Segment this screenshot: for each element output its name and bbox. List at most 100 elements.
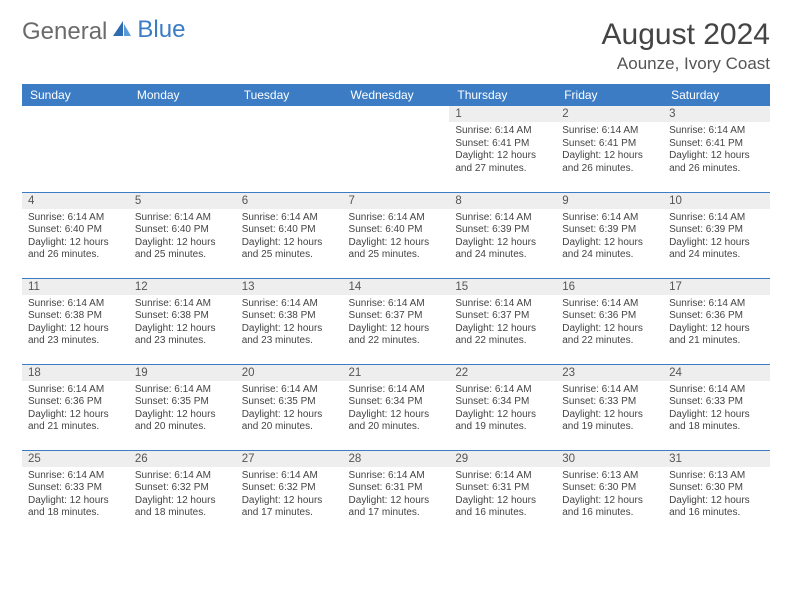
- day-body: Sunrise: 6:13 AMSunset: 6:30 PMDaylight:…: [556, 467, 663, 522]
- day-number: 5: [129, 193, 236, 209]
- title-block: August 2024 Aounze, Ivory Coast: [602, 18, 770, 74]
- day-header-tuesday: Tuesday: [236, 84, 343, 106]
- calendar-week: 25Sunrise: 6:14 AMSunset: 6:33 PMDayligh…: [22, 450, 770, 536]
- calendar-cell: 21Sunrise: 6:14 AMSunset: 6:34 PMDayligh…: [343, 364, 450, 450]
- day-number-empty: [236, 106, 343, 122]
- calendar-cell: 2Sunrise: 6:14 AMSunset: 6:41 PMDaylight…: [556, 106, 663, 192]
- day-number: 6: [236, 193, 343, 209]
- calendar-cell: 30Sunrise: 6:13 AMSunset: 6:30 PMDayligh…: [556, 450, 663, 536]
- location-label: Aounze, Ivory Coast: [602, 54, 770, 74]
- calendar-cell: 4Sunrise: 6:14 AMSunset: 6:40 PMDaylight…: [22, 192, 129, 278]
- day-header-saturday: Saturday: [663, 84, 770, 106]
- day-body: Sunrise: 6:14 AMSunset: 6:36 PMDaylight:…: [663, 295, 770, 350]
- calendar-week: 18Sunrise: 6:14 AMSunset: 6:36 PMDayligh…: [22, 364, 770, 450]
- day-body: Sunrise: 6:14 AMSunset: 6:32 PMDaylight:…: [236, 467, 343, 522]
- calendar-cell: 3Sunrise: 6:14 AMSunset: 6:41 PMDaylight…: [663, 106, 770, 192]
- day-header-sunday: Sunday: [22, 84, 129, 106]
- day-body: Sunrise: 6:14 AMSunset: 6:33 PMDaylight:…: [22, 467, 129, 522]
- calendar-cell: 31Sunrise: 6:13 AMSunset: 6:30 PMDayligh…: [663, 450, 770, 536]
- day-body: Sunrise: 6:14 AMSunset: 6:40 PMDaylight:…: [343, 209, 450, 264]
- day-number: 4: [22, 193, 129, 209]
- calendar-cell: 25Sunrise: 6:14 AMSunset: 6:33 PMDayligh…: [22, 450, 129, 536]
- day-number: 1: [449, 106, 556, 122]
- day-body: Sunrise: 6:14 AMSunset: 6:38 PMDaylight:…: [22, 295, 129, 350]
- day-body: Sunrise: 6:14 AMSunset: 6:32 PMDaylight:…: [129, 467, 236, 522]
- day-body: Sunrise: 6:14 AMSunset: 6:37 PMDaylight:…: [343, 295, 450, 350]
- calendar-cell: 10Sunrise: 6:14 AMSunset: 6:39 PMDayligh…: [663, 192, 770, 278]
- calendar-cell: 1Sunrise: 6:14 AMSunset: 6:41 PMDaylight…: [449, 106, 556, 192]
- calendar-cell: 17Sunrise: 6:14 AMSunset: 6:36 PMDayligh…: [663, 278, 770, 364]
- calendar-cell: 12Sunrise: 6:14 AMSunset: 6:38 PMDayligh…: [129, 278, 236, 364]
- day-number: 8: [449, 193, 556, 209]
- day-number: 2: [556, 106, 663, 122]
- day-body: Sunrise: 6:14 AMSunset: 6:39 PMDaylight:…: [663, 209, 770, 264]
- day-body: Sunrise: 6:14 AMSunset: 6:39 PMDaylight:…: [449, 209, 556, 264]
- day-body: Sunrise: 6:14 AMSunset: 6:38 PMDaylight:…: [129, 295, 236, 350]
- day-number: 10: [663, 193, 770, 209]
- calendar-week: 11Sunrise: 6:14 AMSunset: 6:38 PMDayligh…: [22, 278, 770, 364]
- day-body: Sunrise: 6:14 AMSunset: 6:33 PMDaylight:…: [663, 381, 770, 436]
- day-number: 30: [556, 451, 663, 467]
- calendar-cell: 9Sunrise: 6:14 AMSunset: 6:39 PMDaylight…: [556, 192, 663, 278]
- day-number: 15: [449, 279, 556, 295]
- calendar-cell: 22Sunrise: 6:14 AMSunset: 6:34 PMDayligh…: [449, 364, 556, 450]
- calendar-cell: 6Sunrise: 6:14 AMSunset: 6:40 PMDaylight…: [236, 192, 343, 278]
- calendar-table: SundayMondayTuesdayWednesdayThursdayFrid…: [22, 84, 770, 536]
- calendar-cell: 26Sunrise: 6:14 AMSunset: 6:32 PMDayligh…: [129, 450, 236, 536]
- day-body: Sunrise: 6:14 AMSunset: 6:36 PMDaylight:…: [22, 381, 129, 436]
- day-body: Sunrise: 6:14 AMSunset: 6:41 PMDaylight:…: [556, 122, 663, 177]
- day-body: Sunrise: 6:14 AMSunset: 6:31 PMDaylight:…: [449, 467, 556, 522]
- day-number: 22: [449, 365, 556, 381]
- day-number: 17: [663, 279, 770, 295]
- calendar-body: 1Sunrise: 6:14 AMSunset: 6:41 PMDaylight…: [22, 106, 770, 536]
- calendar-cell: 24Sunrise: 6:14 AMSunset: 6:33 PMDayligh…: [663, 364, 770, 450]
- day-body: Sunrise: 6:14 AMSunset: 6:40 PMDaylight:…: [236, 209, 343, 264]
- day-body: Sunrise: 6:14 AMSunset: 6:39 PMDaylight:…: [556, 209, 663, 264]
- calendar-cell: 11Sunrise: 6:14 AMSunset: 6:38 PMDayligh…: [22, 278, 129, 364]
- day-body: Sunrise: 6:13 AMSunset: 6:30 PMDaylight:…: [663, 467, 770, 522]
- calendar-cell: [22, 106, 129, 192]
- day-number: 21: [343, 365, 450, 381]
- day-number: 13: [236, 279, 343, 295]
- calendar-week: 1Sunrise: 6:14 AMSunset: 6:41 PMDaylight…: [22, 106, 770, 192]
- calendar-cell: 5Sunrise: 6:14 AMSunset: 6:40 PMDaylight…: [129, 192, 236, 278]
- brand-part2: Blue: [137, 16, 185, 44]
- calendar-cell: [129, 106, 236, 192]
- calendar-cell: 15Sunrise: 6:14 AMSunset: 6:37 PMDayligh…: [449, 278, 556, 364]
- day-header-monday: Monday: [129, 84, 236, 106]
- day-number: 9: [556, 193, 663, 209]
- day-body: Sunrise: 6:14 AMSunset: 6:35 PMDaylight:…: [236, 381, 343, 436]
- day-number: 31: [663, 451, 770, 467]
- calendar-cell: 28Sunrise: 6:14 AMSunset: 6:31 PMDayligh…: [343, 450, 450, 536]
- calendar-cell: 13Sunrise: 6:14 AMSunset: 6:38 PMDayligh…: [236, 278, 343, 364]
- calendar-cell: [236, 106, 343, 192]
- day-body: Sunrise: 6:14 AMSunset: 6:40 PMDaylight:…: [129, 209, 236, 264]
- calendar-cell: 23Sunrise: 6:14 AMSunset: 6:33 PMDayligh…: [556, 364, 663, 450]
- sail-icon: [111, 18, 133, 46]
- day-number: 26: [129, 451, 236, 467]
- calendar-cell: 7Sunrise: 6:14 AMSunset: 6:40 PMDaylight…: [343, 192, 450, 278]
- calendar-page: General Blue August 2024 Aounze, Ivory C…: [0, 0, 792, 546]
- day-number-empty: [129, 106, 236, 122]
- day-number: 19: [129, 365, 236, 381]
- day-number: 23: [556, 365, 663, 381]
- day-number: 29: [449, 451, 556, 467]
- day-number: 14: [343, 279, 450, 295]
- calendar-cell: 27Sunrise: 6:14 AMSunset: 6:32 PMDayligh…: [236, 450, 343, 536]
- calendar-cell: 16Sunrise: 6:14 AMSunset: 6:36 PMDayligh…: [556, 278, 663, 364]
- calendar-cell: 8Sunrise: 6:14 AMSunset: 6:39 PMDaylight…: [449, 192, 556, 278]
- day-header-friday: Friday: [556, 84, 663, 106]
- day-body: Sunrise: 6:14 AMSunset: 6:34 PMDaylight:…: [343, 381, 450, 436]
- day-header-thursday: Thursday: [449, 84, 556, 106]
- day-number: 11: [22, 279, 129, 295]
- day-body: Sunrise: 6:14 AMSunset: 6:34 PMDaylight:…: [449, 381, 556, 436]
- day-body: Sunrise: 6:14 AMSunset: 6:41 PMDaylight:…: [449, 122, 556, 177]
- calendar-cell: 14Sunrise: 6:14 AMSunset: 6:37 PMDayligh…: [343, 278, 450, 364]
- month-title: August 2024: [602, 18, 770, 52]
- calendar-head: SundayMondayTuesdayWednesdayThursdayFrid…: [22, 84, 770, 106]
- day-body: Sunrise: 6:14 AMSunset: 6:40 PMDaylight:…: [22, 209, 129, 264]
- day-number: 28: [343, 451, 450, 467]
- day-body: Sunrise: 6:14 AMSunset: 6:35 PMDaylight:…: [129, 381, 236, 436]
- day-body: Sunrise: 6:14 AMSunset: 6:33 PMDaylight:…: [556, 381, 663, 436]
- day-header-wednesday: Wednesday: [343, 84, 450, 106]
